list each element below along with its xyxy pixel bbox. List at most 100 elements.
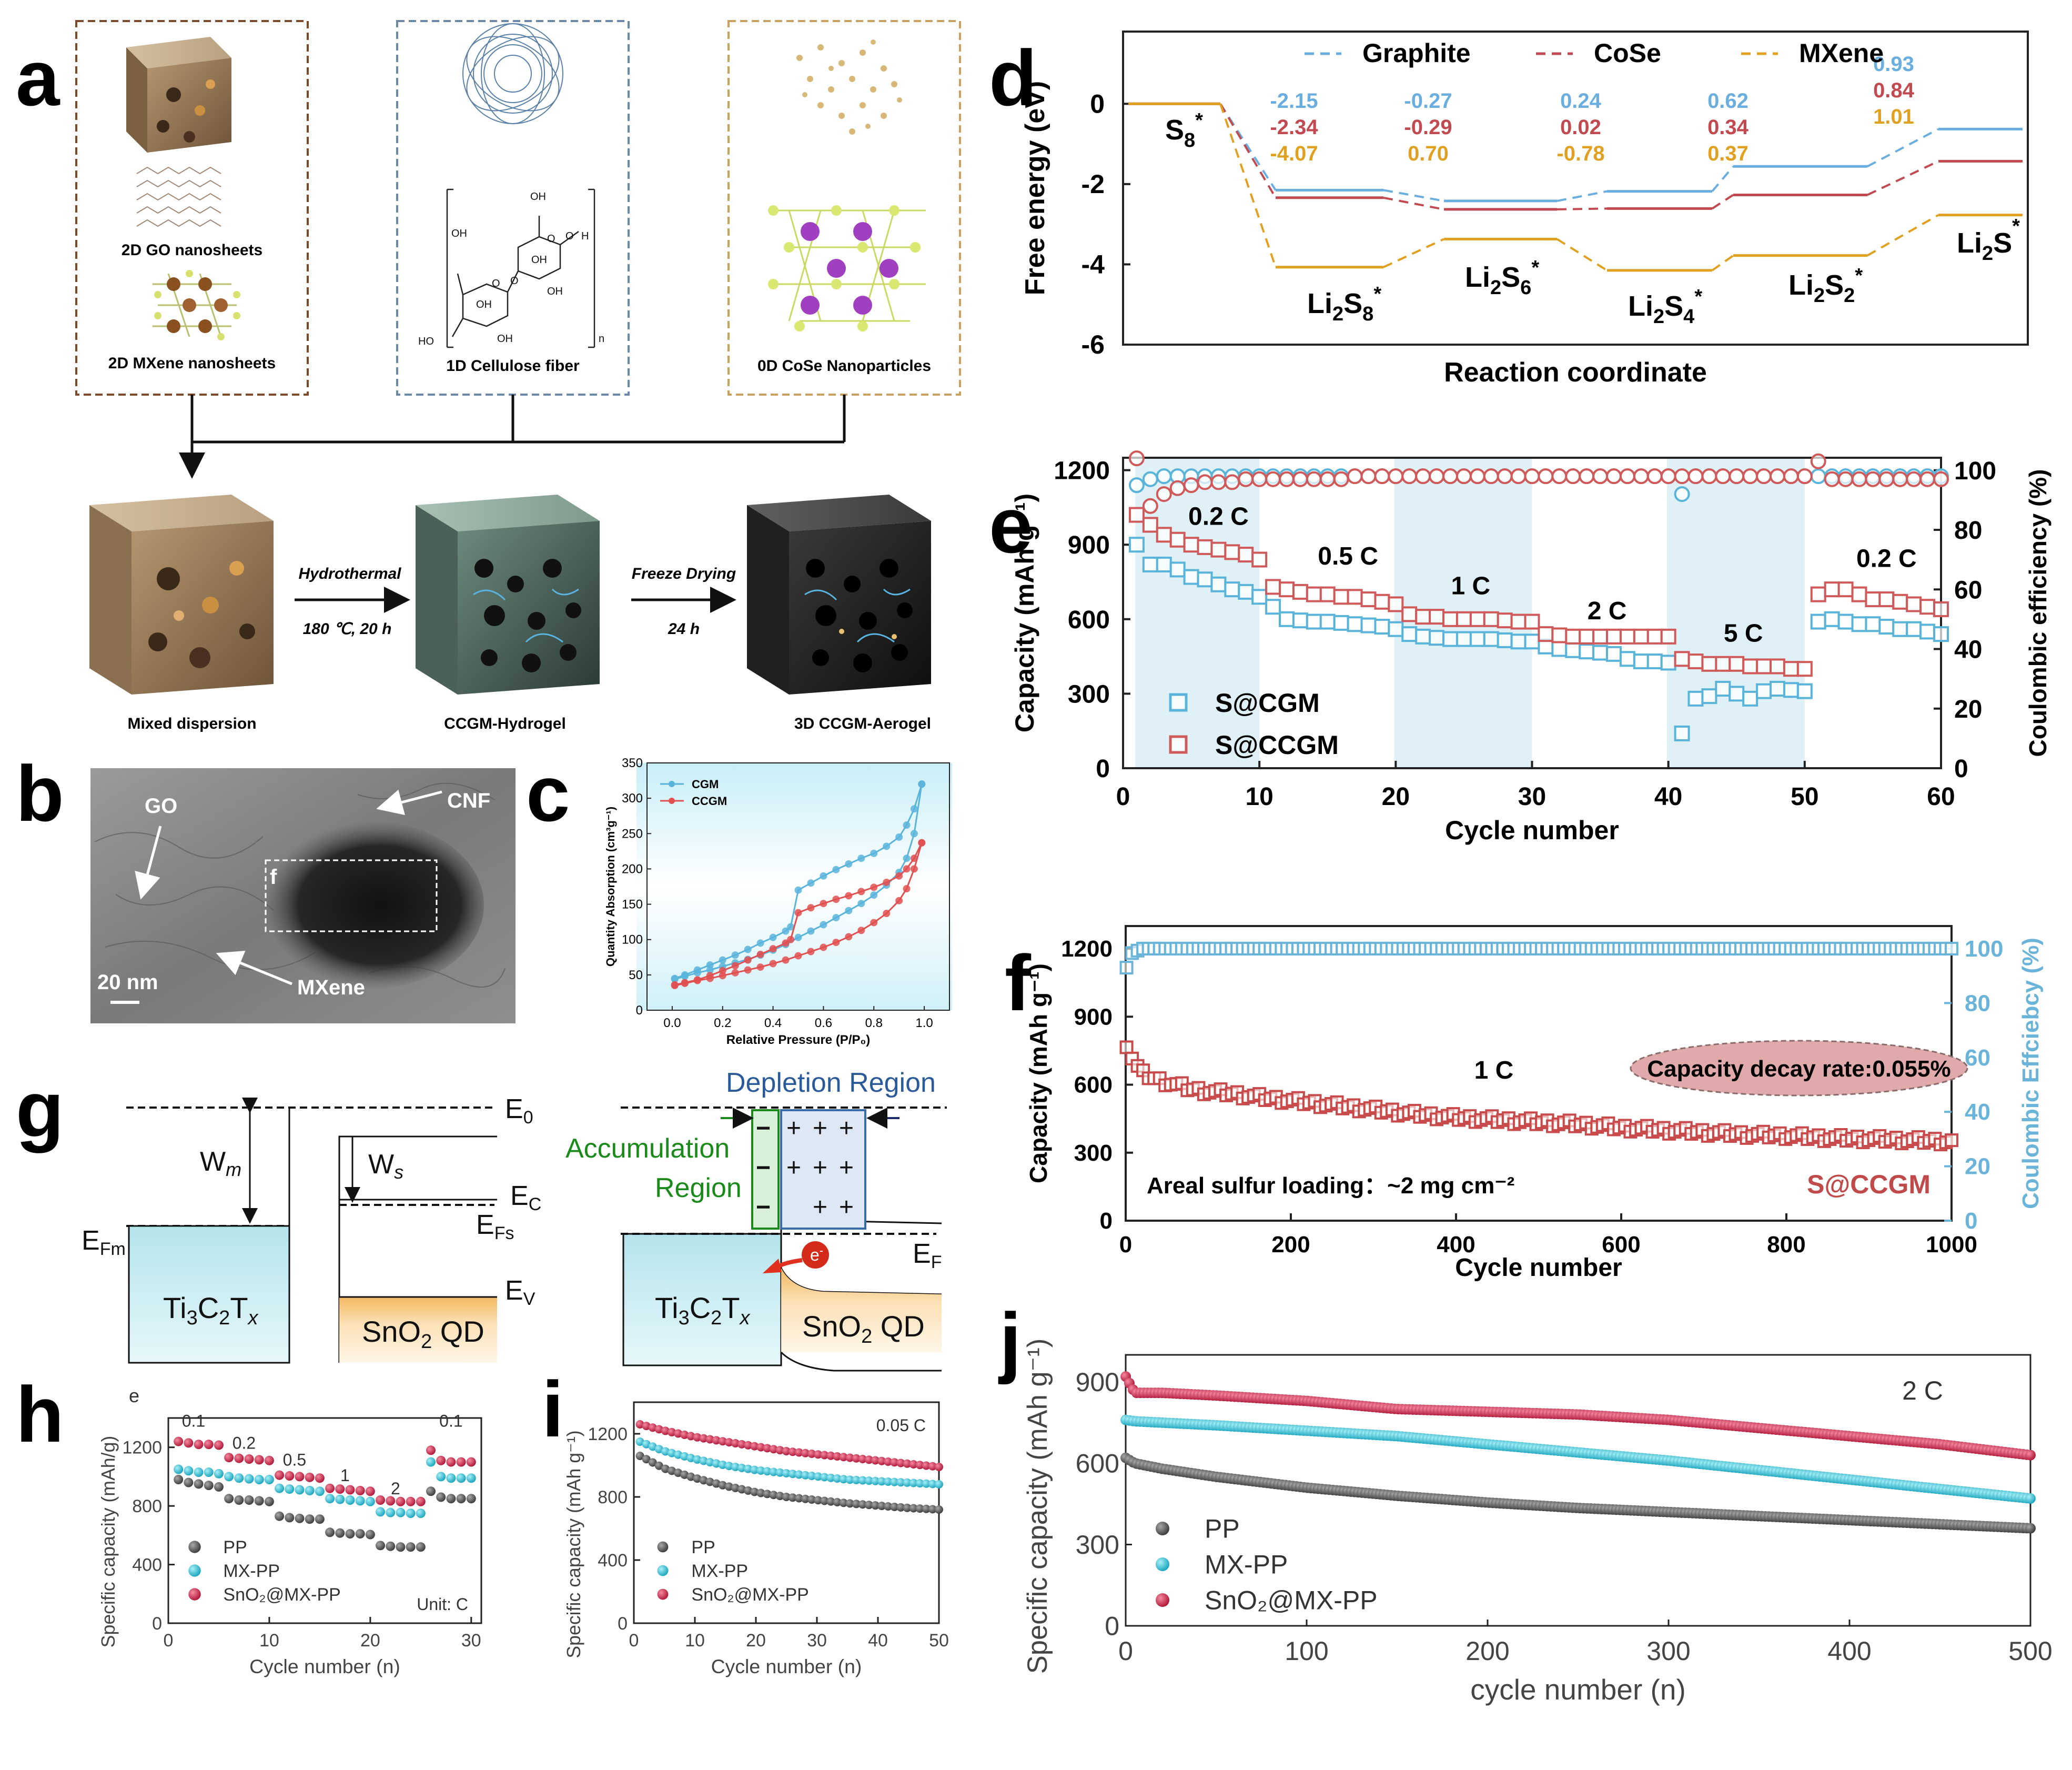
- i-legend-label-MX-PP: MX-PP: [691, 1561, 748, 1581]
- e-legend-marker-S@CGM: [1169, 693, 1188, 712]
- e-point-S@CGM: [1633, 653, 1649, 670]
- c-background: [636, 763, 952, 1010]
- c-point-CCGM: [744, 966, 752, 974]
- h-x-tick-label: 20: [360, 1631, 380, 1651]
- e-point-S@CCGM CE: [1306, 471, 1322, 487]
- e-point-S@CCGM CE: [1456, 468, 1472, 485]
- i-point-MX-PP: [794, 1470, 803, 1479]
- c-series-CCGM-adsorption-line: [674, 842, 923, 987]
- d-connector-MXene-4: [1711, 255, 1734, 271]
- c-point-CGM: [782, 927, 790, 935]
- d-connector-Graphite-4: [1711, 166, 1734, 192]
- i-point-MX-PP: [648, 1442, 657, 1451]
- h-point-SnO₂@MX-PP: [396, 1496, 406, 1506]
- depl-plus-8: +: [839, 1193, 854, 1221]
- i-point-PP: [712, 1479, 721, 1488]
- i-x-tick-label: 30: [807, 1631, 827, 1651]
- e-point-S@CCGM: [1729, 656, 1745, 672]
- i-point-SnO₂@MX-PP: [699, 1434, 708, 1443]
- e-point-S@CGM: [1565, 642, 1581, 658]
- e-point-S@CGM CE: [1142, 471, 1158, 487]
- h-point-MX-PP: [234, 1473, 244, 1483]
- cellulose-label: 1D Cellulose fiber: [446, 357, 580, 375]
- d-connector-Graphite-5: [1867, 128, 1939, 168]
- c-point-CGM: [820, 921, 827, 929]
- e-point-S@CCGM: [1210, 541, 1227, 558]
- i-point-MX-PP: [801, 1471, 810, 1480]
- i-point-PP: [661, 1464, 670, 1473]
- e-point-S@CCGM CE: [1210, 474, 1227, 490]
- i-point-MX-PP: [763, 1467, 772, 1476]
- e-point-S@CGM: [1401, 626, 1418, 642]
- e-point-S@CCGM CE: [1183, 477, 1199, 494]
- i-point-MX-PP: [833, 1474, 842, 1483]
- i-point-MX-PP: [661, 1447, 670, 1456]
- h-point-SnO₂@MX-PP: [254, 1455, 264, 1465]
- e-y2-tick-label: 60: [1954, 576, 1982, 604]
- go-lattice-image: [136, 166, 221, 227]
- i-point-MX-PP: [654, 1445, 663, 1454]
- e-point-S@CGM: [1279, 611, 1295, 627]
- h-rate-label-5: 0.1: [439, 1412, 462, 1431]
- e-point-S@CCGM: [1742, 658, 1758, 675]
- i-point-SnO₂@MX-PP: [852, 1454, 861, 1463]
- i-point-PP: [794, 1494, 803, 1503]
- c-point-CGM: [903, 821, 911, 829]
- f-y-tick-label: 0: [1100, 1208, 1113, 1234]
- panel-label-d: d: [989, 34, 1037, 122]
- i-point-SnO₂@MX-PP: [820, 1451, 829, 1460]
- e-y-tick-label: 300: [1068, 680, 1110, 708]
- e-point-S@CGM CE: [1156, 468, 1172, 485]
- i-point-PP: [635, 1452, 644, 1460]
- h-point-SnO₂@MX-PP: [386, 1496, 396, 1506]
- c-x-tick-label: 0.6: [815, 1016, 832, 1030]
- c-point-CCGM: [744, 956, 752, 964]
- cellulose-ho: HO: [418, 336, 434, 347]
- c-point-CGM: [903, 854, 911, 862]
- i-point-MX-PP: [686, 1454, 695, 1463]
- e-point-S@CCGM: [1824, 581, 1840, 598]
- e-point-S@CCGM CE: [1646, 468, 1663, 485]
- e-point-S@CCGM: [1279, 581, 1295, 598]
- h-point-MX-PP: [194, 1467, 204, 1477]
- depl-plus-1: +: [786, 1114, 801, 1142]
- i-legend-label-SnO₂@MX-PP: SnO₂@MX-PP: [691, 1585, 808, 1605]
- i-y-tick-label: 0: [618, 1614, 628, 1634]
- e-point-S@CCGM CE: [1238, 471, 1254, 487]
- d-delta-label-CoSe-0: -2.34: [1270, 116, 1318, 139]
- e-y2-tick-label: 20: [1954, 696, 1982, 723]
- h-point-SnO₂@MX-PP: [285, 1471, 295, 1481]
- f-y-tick-label: 300: [1074, 1140, 1113, 1166]
- g-right-sno2-block: [781, 1268, 942, 1352]
- i-point-PP: [737, 1485, 746, 1494]
- d-y-tick-label: -4: [1082, 249, 1105, 279]
- c-point-CCGM: [883, 878, 891, 886]
- e-point-S@CCGM CE: [1851, 471, 1867, 487]
- cose-particles-image: [796, 39, 902, 135]
- j-y-axis-label: Specific capacity (mAh g⁻¹): [1022, 1339, 1053, 1674]
- e-point-S@CGM: [1319, 614, 1336, 630]
- c-point-CGM: [870, 891, 878, 899]
- h-point-PP: [234, 1495, 244, 1505]
- c-point-CCGM: [820, 900, 827, 908]
- f-point-S@CCGM: [1119, 1040, 1134, 1054]
- i-x-tick-label: 0: [629, 1631, 639, 1651]
- j-rate-label: 2 C: [1902, 1376, 1943, 1405]
- e-point-S@CCGM: [1674, 651, 1690, 667]
- i-point-SnO₂@MX-PP: [756, 1443, 765, 1452]
- i-point-MX-PP: [680, 1452, 689, 1461]
- e-point-S@CCGM CE: [1742, 468, 1758, 485]
- h-point-PP: [446, 1494, 456, 1504]
- i-point-PP: [718, 1481, 727, 1490]
- i-point-PP: [909, 1504, 918, 1513]
- d-y-tick-label: 0: [1090, 89, 1105, 118]
- cose-lattice-image: [768, 205, 926, 331]
- i-point-PP: [693, 1474, 702, 1483]
- e-y2-tick-label: 40: [1954, 636, 1982, 664]
- e-point-S@CCGM CE: [1128, 450, 1145, 467]
- cellulose-h: H: [581, 230, 589, 242]
- h-plot-frame: [167, 1417, 482, 1624]
- h-point-PP: [386, 1541, 396, 1551]
- h-panel-tag: e: [129, 1385, 139, 1406]
- f-x-tick-label: 800: [1767, 1232, 1805, 1258]
